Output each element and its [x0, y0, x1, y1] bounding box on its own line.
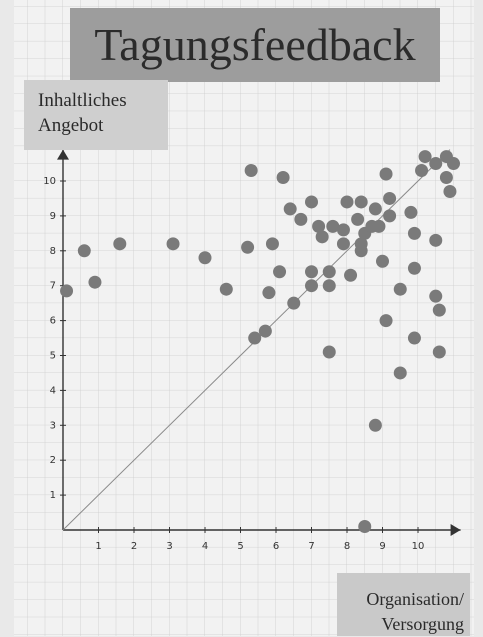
y-tick-label: 1: [50, 490, 56, 501]
y-tick-label: 8: [50, 246, 56, 257]
data-point: [383, 192, 396, 205]
x-tick-label: 10: [412, 541, 425, 552]
x-tick-label: 4: [202, 541, 208, 552]
x-axis-label: Organisation/ Versorgung: [337, 573, 470, 636]
x-tick-label: 5: [237, 541, 243, 552]
x-tick-label: 3: [166, 541, 172, 552]
y-tick-label: 7: [50, 281, 56, 292]
y-tick-label: 2: [50, 455, 56, 466]
data-point: [376, 255, 389, 268]
data-point: [241, 241, 254, 254]
data-point: [408, 262, 421, 275]
data-point: [369, 202, 382, 215]
data-point: [433, 346, 446, 359]
data-point: [305, 279, 318, 292]
data-point: [266, 237, 279, 250]
x-tick-label: 7: [308, 541, 314, 552]
y-tick-label: 9: [50, 211, 56, 222]
data-point: [305, 195, 318, 208]
x-tick-label: 9: [379, 541, 385, 552]
data-point: [220, 283, 233, 296]
data-point: [323, 279, 336, 292]
data-point: [277, 171, 290, 184]
data-point: [394, 283, 407, 296]
x-tick-label: 6: [273, 541, 279, 552]
data-point: [429, 234, 442, 247]
y-axis-label: Inhaltliches Angebot: [24, 80, 168, 150]
data-point: [248, 332, 261, 345]
data-point: [415, 164, 428, 177]
y-tick-label: 10: [43, 176, 56, 187]
data-point: [337, 223, 350, 236]
data-point: [305, 265, 318, 278]
data-point: [323, 265, 336, 278]
x-tick-label: 2: [131, 541, 137, 552]
data-point: [78, 244, 91, 257]
data-point: [380, 168, 393, 181]
data-point: [433, 304, 446, 317]
data-point: [440, 171, 453, 184]
x-tick-label: 8: [344, 541, 350, 552]
data-point: [394, 366, 407, 379]
data-point: [323, 346, 336, 359]
data-point: [408, 227, 421, 240]
data-point: [60, 284, 73, 297]
data-point: [408, 332, 421, 345]
data-point: [316, 230, 329, 243]
data-point: [429, 290, 442, 303]
data-point: [372, 220, 385, 233]
data-point: [429, 157, 442, 170]
data-point: [113, 237, 126, 250]
data-point: [344, 269, 357, 282]
data-point: [284, 202, 297, 215]
data-point: [199, 251, 212, 264]
y-tick-label: 5: [50, 351, 56, 362]
y-tick-label: 6: [50, 316, 56, 327]
data-point: [259, 325, 272, 338]
data-point: [167, 237, 180, 250]
x-tick-label: 1: [95, 541, 101, 552]
data-point: [262, 286, 275, 299]
data-point: [273, 265, 286, 278]
y-tick-label: 4: [50, 385, 56, 396]
page: 1 2 3 4 5 6 7 8 9 10 1 2 3 4 5 6 7 8 9 10 Tagungsfeedback I…: [0, 0, 483, 636]
data-point: [294, 213, 307, 226]
data-point: [358, 520, 371, 533]
data-point: [355, 195, 368, 208]
y-tick-label: 3: [50, 420, 56, 431]
data-point: [355, 244, 368, 257]
data-point: [404, 206, 417, 219]
data-point: [88, 276, 101, 289]
data-point: [351, 213, 364, 226]
data-point: [383, 209, 396, 222]
data-point: [369, 419, 382, 432]
data-point: [341, 195, 354, 208]
data-point: [380, 314, 393, 327]
data-point: [419, 150, 432, 163]
data-point: [443, 185, 456, 198]
data-point: [287, 297, 300, 310]
chart-title: Tagungsfeedback: [70, 8, 440, 82]
data-point: [447, 157, 460, 170]
data-point: [337, 237, 350, 250]
data-point: [245, 164, 258, 177]
